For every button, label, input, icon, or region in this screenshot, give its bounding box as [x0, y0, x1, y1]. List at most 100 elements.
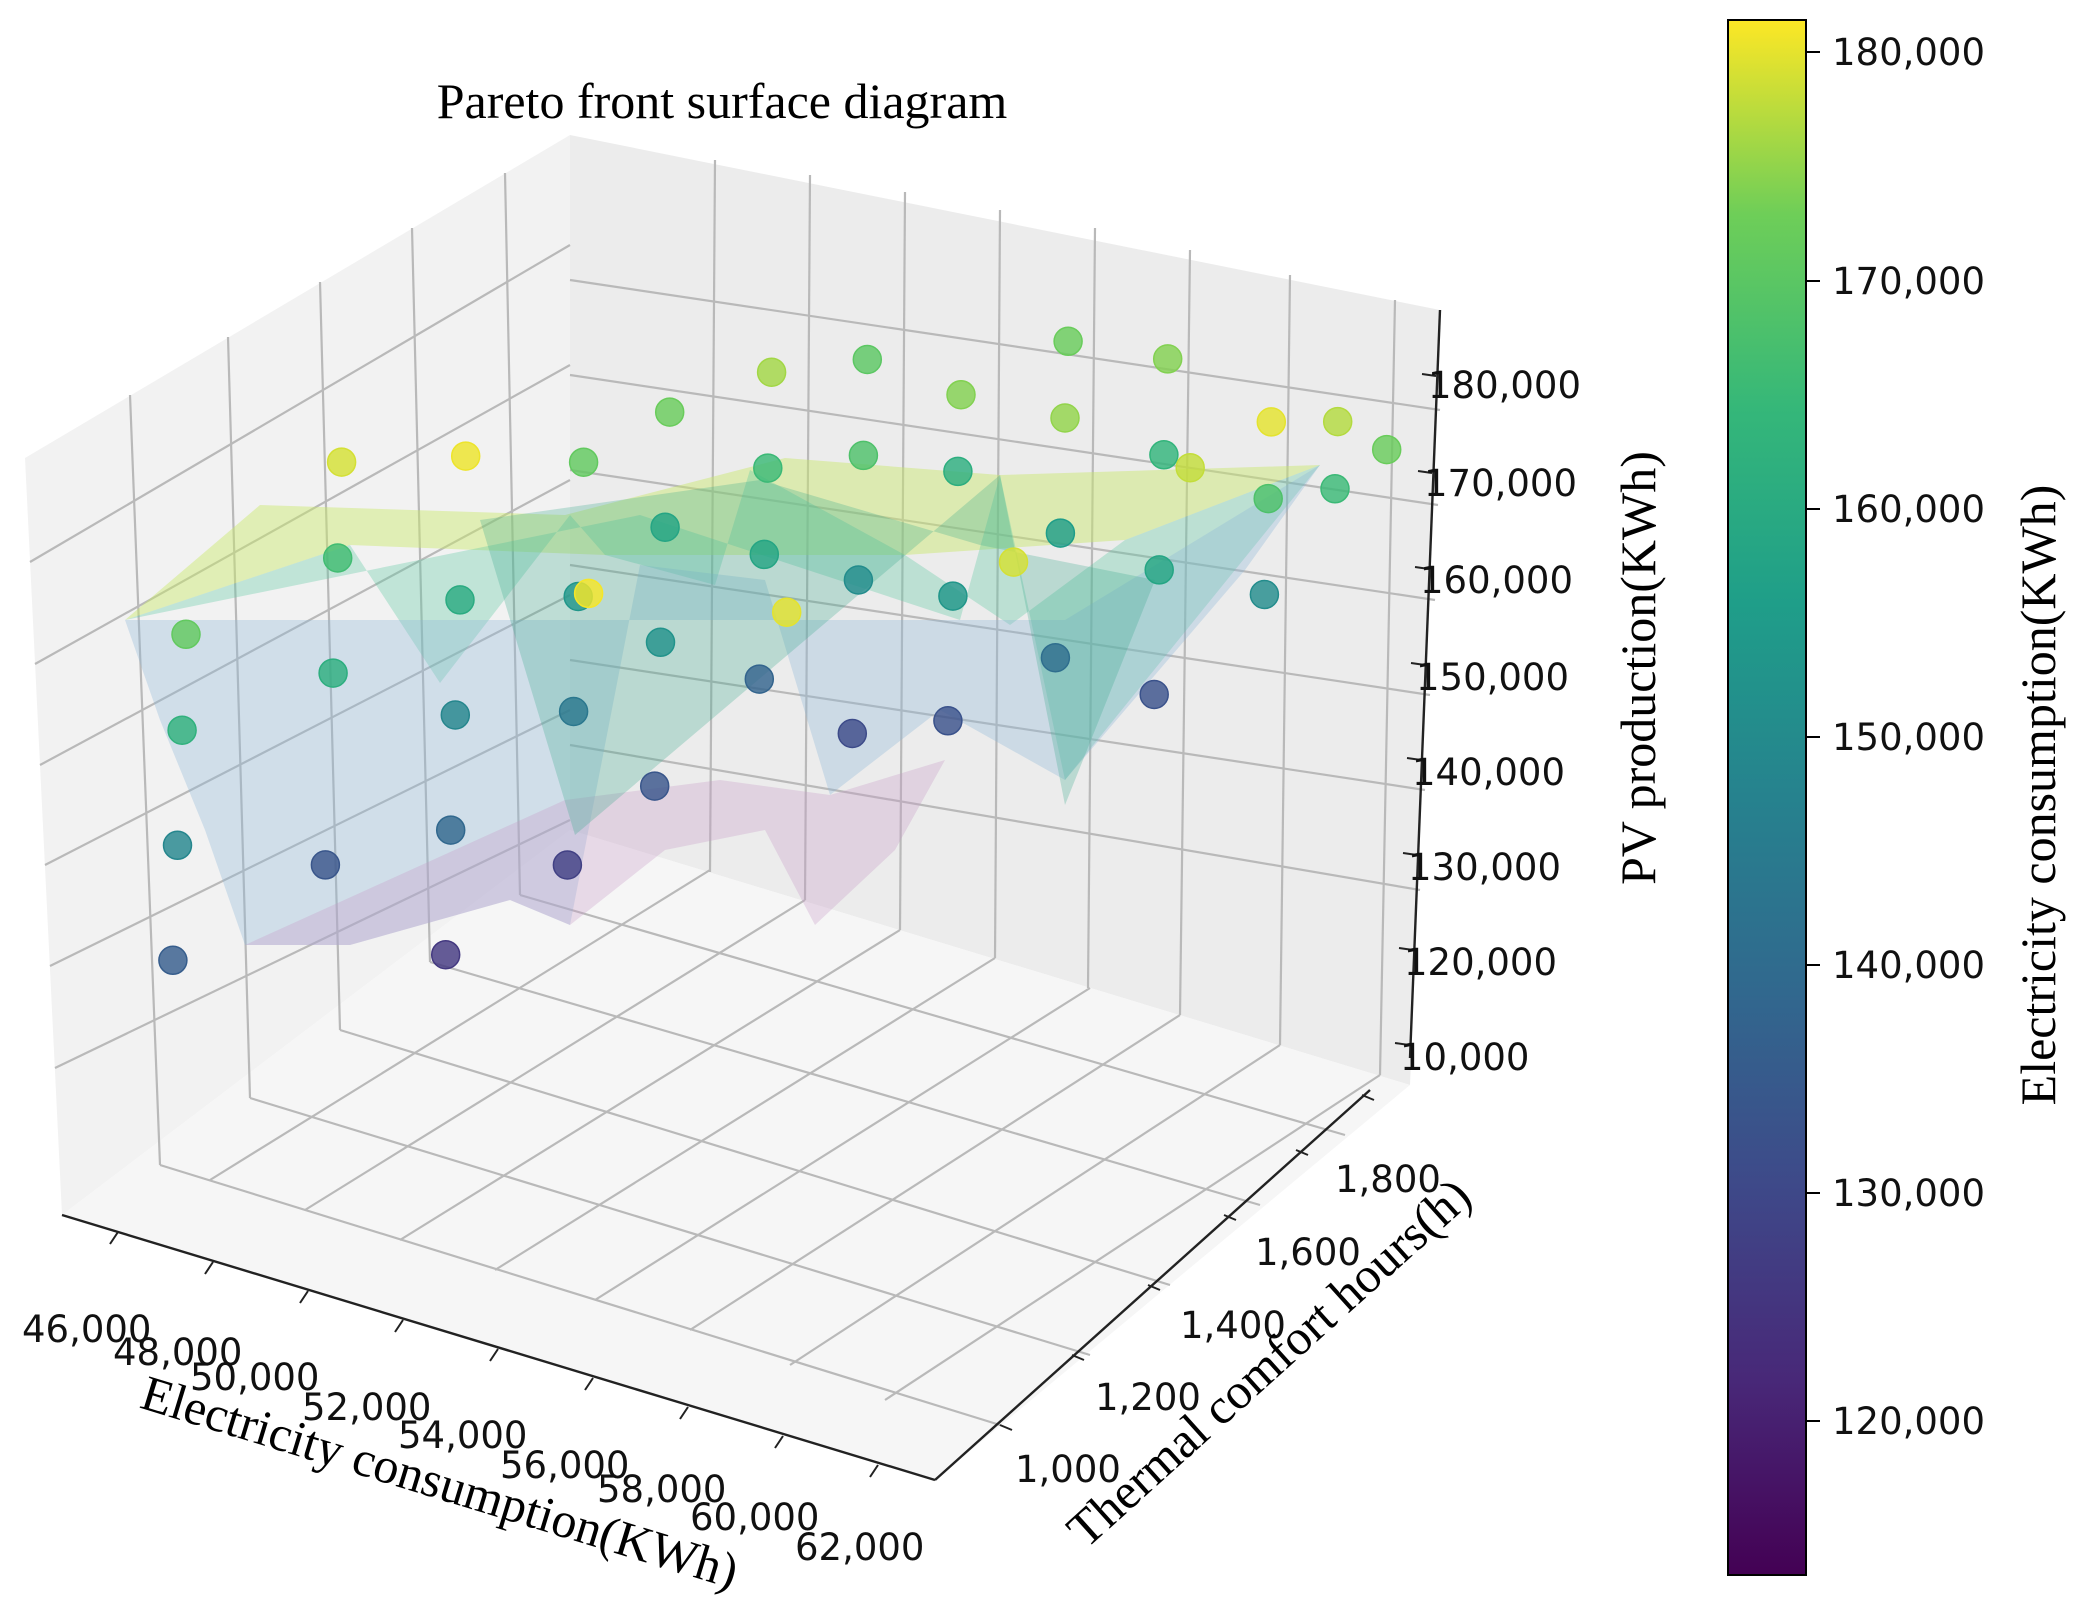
data-point: [650, 512, 680, 542]
data-point: [753, 453, 783, 483]
data-point: [1253, 483, 1283, 514]
data-point: [318, 658, 348, 688]
x-tick-label: 54,000: [398, 1414, 527, 1457]
colorbar-gradient: [1727, 19, 1807, 1576]
data-point: [558, 696, 589, 727]
data-point: [639, 771, 670, 801]
data-point: [171, 619, 201, 650]
data-point: [310, 850, 341, 880]
data-point: [771, 597, 802, 627]
data-point: [843, 565, 874, 595]
data-point: [158, 945, 188, 976]
y-tick-marks: [999, 1094, 1375, 1431]
colorbar-label: Electricity consumption(KWh): [2010, 485, 2066, 1106]
pane-floor: [62, 830, 1410, 1480]
colorbar-tick-label: 120,000: [1832, 1400, 1985, 1443]
data-point: [1144, 555, 1174, 585]
y-tick-label: 1,600: [1255, 1231, 1361, 1274]
z-axis-label: PV production(KWh): [1610, 451, 1666, 885]
data-point: [1050, 403, 1080, 433]
colorbar: 180,000 170,000 160,000 150,000 140,000 …: [1727, 19, 2066, 1576]
x-tick-marks: [109, 1231, 879, 1478]
data-point: [1256, 407, 1287, 437]
colorbar-tick-label: 150,000: [1832, 716, 1985, 759]
data-point: [1320, 474, 1350, 504]
data-point: [933, 706, 963, 736]
data-point: [430, 939, 461, 970]
data-point: [744, 664, 775, 694]
z-tick-label: 170,000: [1424, 462, 1577, 505]
data-point: [756, 357, 787, 387]
data-point: [167, 715, 197, 745]
z-tick-marks: [1394, 373, 1437, 1046]
data-point: [568, 447, 599, 477]
data-point: [1175, 452, 1205, 483]
x-tick-label: 48,000: [113, 1331, 242, 1374]
data-point: [998, 547, 1029, 577]
chart-title: Pareto front surface diagram: [437, 73, 1008, 129]
colorbar-tick-label: 170,000: [1832, 260, 1985, 303]
z-tick-label: 120,000: [1404, 941, 1557, 984]
data-point: [162, 830, 193, 861]
data-point: [1053, 326, 1083, 357]
x-tick-label: 62,000: [795, 1526, 924, 1569]
colorbar-tick-label: 180,000: [1832, 31, 1985, 74]
y-tick-label: 1,800: [1335, 1158, 1441, 1201]
data-point: [573, 578, 604, 609]
data-point: [1322, 406, 1353, 437]
data-point: [852, 344, 883, 375]
colorbar-tick-label: 140,000: [1832, 944, 1985, 987]
data-point: [435, 815, 466, 845]
axis-lines: [61, 309, 1442, 1482]
data-point: [1371, 434, 1402, 465]
data-point: [1045, 518, 1076, 548]
z-tick-label: 160,000: [1420, 559, 1573, 602]
x-tick-label: 60,000: [690, 1496, 819, 1539]
surface-layer: [125, 458, 1320, 945]
pane-left: [25, 135, 570, 1215]
grid: [29, 159, 1441, 1427]
y-axis-line: [934, 1089, 1371, 1481]
y-tick-label: 1,400: [1180, 1304, 1286, 1347]
data-point: [1040, 642, 1071, 673]
data-point: [1139, 679, 1169, 710]
data-point: [445, 585, 475, 615]
axes-panes: [25, 135, 1440, 1480]
x-tick-label: 58,000: [597, 1468, 726, 1511]
y-tick-label: 1,200: [1095, 1376, 1201, 1419]
data-point: [440, 700, 471, 730]
z-tick-label: 130,000: [1408, 846, 1561, 889]
z-tick-label: 10,000: [1400, 1036, 1529, 1079]
colorbar-tick-label: 160,000: [1832, 488, 1985, 531]
data-point: [938, 581, 968, 611]
data-point: [654, 397, 685, 427]
data-point: [946, 379, 976, 410]
data-point: [326, 447, 357, 477]
z-axis: 180,000 170,000 160,000 150,000 140,000 …: [1394, 364, 1666, 1079]
data-point: [848, 440, 879, 471]
data-point: [749, 539, 780, 570]
x-tick-label: 52,000: [302, 1386, 431, 1429]
colorbar-tick-label: 130,000: [1832, 1172, 1985, 1215]
z-tick-label: 140,000: [1412, 751, 1565, 794]
data-point: [943, 456, 973, 487]
data-points: [158, 326, 1402, 976]
data-point: [837, 718, 868, 749]
y-tick-label: 1,000: [1015, 1448, 1121, 1491]
z-tick-label: 180,000: [1428, 364, 1581, 407]
data-point: [1152, 344, 1183, 374]
x-tick-label: 50,000: [190, 1356, 319, 1399]
x-tick-label: 56,000: [500, 1444, 629, 1487]
colorbar-ticks: [1806, 51, 1820, 1422]
data-point: [552, 850, 583, 880]
x-axis-line: [61, 1213, 936, 1482]
z-tick-label: 150,000: [1416, 656, 1569, 699]
data-point: [322, 543, 353, 573]
data-point: [450, 441, 481, 471]
data-point: [1149, 440, 1179, 470]
pane-back: [570, 135, 1440, 1085]
z-axis-line: [1408, 309, 1442, 1059]
data-point: [645, 627, 676, 658]
data-point: [1249, 579, 1280, 610]
